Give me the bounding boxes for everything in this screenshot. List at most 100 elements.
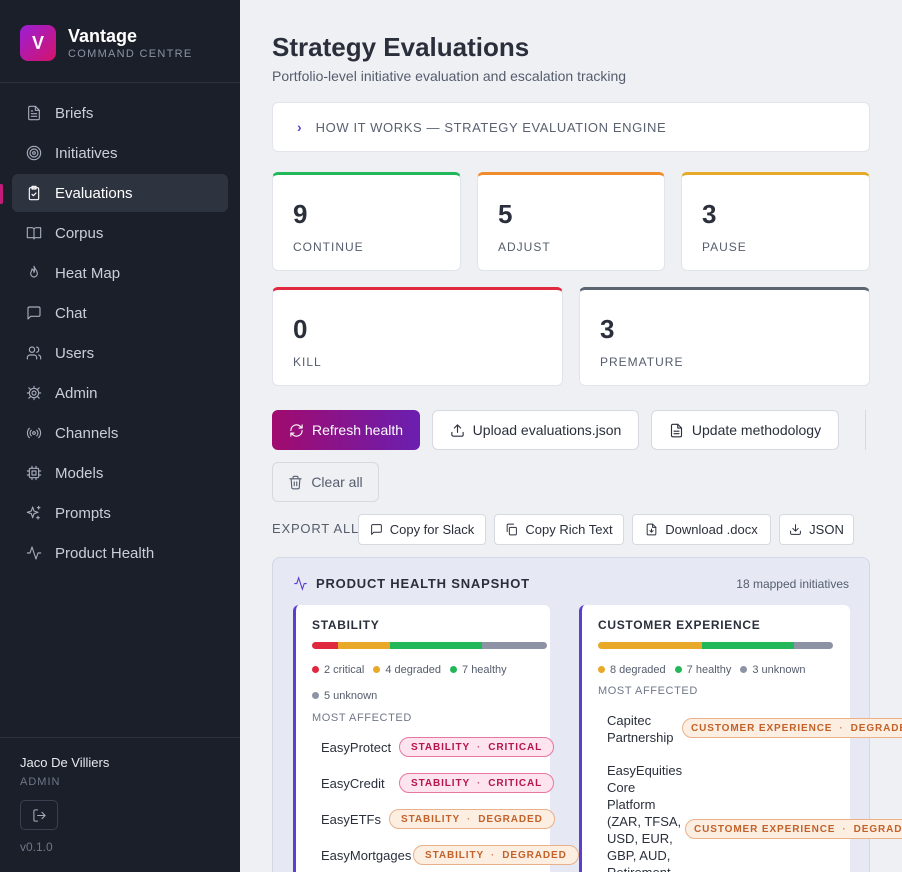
- sidebar-divider: [0, 82, 240, 83]
- card-title: CUSTOMER EXPERIENCE: [598, 618, 761, 632]
- snapshot-title: PRODUCT HEALTH SNAPSHOT: [293, 576, 530, 591]
- sidebar: V Vantage COMMAND CENTRE Briefs Initiati…: [0, 0, 240, 872]
- bar-segment-unknown: [481, 642, 547, 649]
- user-role: ADMIN: [20, 776, 61, 788]
- bar-segment-degraded: [338, 642, 391, 649]
- sidebar-item-product-health[interactable]: Product Health: [12, 534, 228, 572]
- button-label: Update methodology: [691, 422, 822, 438]
- brand-subtitle: COMMAND CENTRE: [68, 48, 193, 60]
- button-label: Copy for Slack: [389, 522, 475, 537]
- sidebar-item-admin[interactable]: Admin: [12, 374, 228, 412]
- file-download-icon: [646, 523, 657, 536]
- copy-for-slack-button[interactable]: Copy for Slack: [358, 514, 486, 545]
- refresh-health-button[interactable]: Refresh health: [272, 410, 420, 450]
- download-docx-button[interactable]: Download .docx: [632, 514, 771, 545]
- button-label: Download .docx: [665, 522, 758, 537]
- sparkles-icon: [26, 505, 42, 521]
- sidebar-item-label: Initiatives: [55, 144, 118, 162]
- brand[interactable]: V Vantage COMMAND CENTRE: [20, 25, 193, 61]
- active-indicator: [0, 184, 3, 204]
- sidebar-item-users[interactable]: Users: [12, 334, 228, 372]
- affected-item-name[interactable]: EasyETFs: [321, 812, 381, 827]
- chat-icon: [26, 305, 42, 321]
- user-name: Jaco De Villiers: [20, 755, 110, 770]
- bar-segment-healthy: [702, 642, 794, 649]
- bar-segment-degraded: [598, 642, 703, 649]
- affected-item-name[interactable]: EasyEquities Core Platform (ZAR, TFSA, U…: [607, 763, 683, 872]
- activity-icon: [26, 545, 42, 561]
- logout-button[interactable]: [20, 800, 58, 830]
- snapshot-title-text: PRODUCT HEALTH SNAPSHOT: [316, 576, 530, 591]
- most-affected-label: MOST AFFECTED: [598, 685, 698, 697]
- sidebar-item-label: Chat: [55, 304, 87, 322]
- sidebar-item-briefs[interactable]: Briefs: [12, 94, 228, 132]
- card-title: STABILITY: [312, 618, 380, 632]
- download-json-button[interactable]: JSON: [779, 514, 854, 545]
- sidebar-item-heat-map[interactable]: Heat Map: [12, 254, 228, 292]
- stat-label: CONTINUE: [293, 240, 364, 254]
- sidebar-item-evaluations[interactable]: Evaluations: [0, 174, 228, 212]
- affected-item-name[interactable]: EasyProtect: [321, 740, 392, 755]
- product-health-snapshot: PRODUCT HEALTH SNAPSHOT 18 mapped initia…: [272, 557, 902, 872]
- sidebar-item-initiatives[interactable]: Initiatives: [12, 134, 228, 172]
- stat-card-adjust: 5 ADJUST: [477, 172, 665, 271]
- sidebar-item-prompts[interactable]: Prompts: [12, 494, 228, 532]
- chevron-right-icon: ›: [297, 119, 302, 135]
- document-icon: [670, 423, 682, 437]
- stat-value: 5: [498, 199, 513, 229]
- status-badge: CUSTOMER EXPERIENCE·DEGRADED: [685, 819, 902, 839]
- stat-card-premature: 3 PREMATURE: [579, 287, 870, 386]
- sidebar-item-label: Heat Map: [55, 264, 121, 282]
- copy-icon: [507, 523, 518, 536]
- bar-segment-unknown: [793, 642, 833, 649]
- legend-healthy: 7 healthy: [450, 657, 507, 683]
- button-label: Upload evaluations.json: [472, 422, 622, 438]
- target-icon: [26, 145, 42, 161]
- status-badge: STABILITY · CRITICAL: [399, 737, 555, 757]
- refresh-icon: [290, 423, 303, 437]
- stat-card-kill: 0 KILL: [272, 287, 563, 386]
- clipboard-check-icon: [26, 185, 42, 201]
- sidebar-divider: [0, 737, 240, 738]
- trash-icon: [289, 475, 302, 489]
- sidebar-item-corpus[interactable]: Corpus: [12, 214, 228, 252]
- export-all-label: EXPORT ALL:: [272, 521, 364, 536]
- users-icon: [26, 345, 42, 361]
- health-card-stability: STABILITY 2 critical 4 degraded 7 healthy 5…: [293, 605, 579, 872]
- sidebar-item-label: Briefs: [55, 104, 94, 122]
- update-methodology-button[interactable]: Update methodology: [651, 410, 839, 450]
- upload-evaluations-button[interactable]: Upload evaluations.json: [432, 410, 639, 450]
- button-label: Clear all: [311, 474, 363, 490]
- stat-value: 3: [702, 199, 717, 229]
- status-badge: STABILITY · DEGRADED: [389, 809, 555, 829]
- clear-all-button[interactable]: Clear all: [272, 462, 379, 502]
- stat-value: 3: [600, 314, 615, 344]
- main-content: Strategy Evaluations Portfolio-level ini…: [240, 0, 902, 872]
- logout-icon: [32, 808, 46, 822]
- affected-item-name[interactable]: EasyCredit: [321, 776, 385, 791]
- page-subtitle: Portfolio-level initiative evaluation an…: [272, 68, 627, 84]
- sidebar-item-channels[interactable]: Channels: [12, 414, 228, 452]
- gear-icon: [26, 385, 42, 401]
- sidebar-item-label: Users: [55, 344, 95, 362]
- stat-label: PREMATURE: [600, 355, 684, 369]
- button-label: Refresh health: [311, 422, 404, 438]
- bar-segment-healthy: [390, 642, 482, 649]
- button-label: Copy Rich Text: [525, 522, 613, 537]
- sidebar-item-label: Admin: [55, 384, 98, 402]
- health-distribution-bar: [598, 642, 833, 649]
- upload-icon: [450, 423, 464, 437]
- health-distribution-bar: [312, 642, 547, 649]
- sidebar-item-models[interactable]: Models: [12, 454, 228, 492]
- affected-item-name[interactable]: EasyMortgages: [321, 848, 412, 863]
- stat-value: 0: [293, 314, 308, 344]
- copy-rich-text-button[interactable]: Copy Rich Text: [494, 514, 624, 545]
- legend-unknown: 3 unknown: [740, 657, 806, 683]
- status-badge: STABILITY · DEGRADED: [413, 845, 579, 865]
- how-it-works-toggle[interactable]: › HOW IT WORKS — STRATEGY EVALUATION ENG…: [272, 102, 870, 152]
- health-legend: 2 critical 4 degraded 7 healthy 5 unknown: [312, 657, 542, 709]
- brand-name: Vantage: [68, 26, 138, 46]
- button-label: JSON: [809, 522, 844, 537]
- sidebar-item-chat[interactable]: Chat: [12, 294, 228, 332]
- affected-item-name[interactable]: Capitec Partnership: [607, 713, 674, 745]
